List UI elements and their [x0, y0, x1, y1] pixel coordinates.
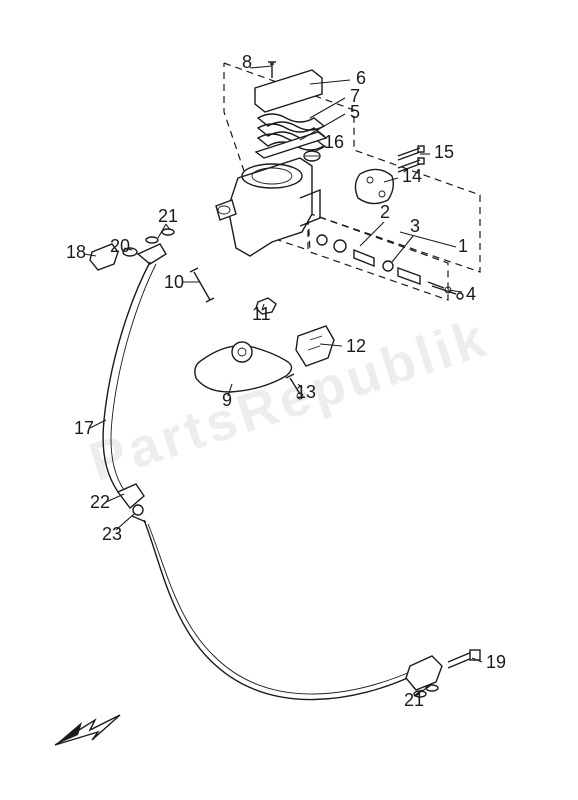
- callout-10: 10: [164, 272, 184, 292]
- callout-9: 9: [222, 390, 232, 410]
- callout-11: 11: [252, 304, 271, 324]
- clamp-bracket: [355, 169, 393, 203]
- brake-lever: [195, 342, 292, 392]
- pivot-bolt: [190, 268, 214, 302]
- callout-18: 18: [66, 242, 86, 262]
- brake-hose-upper: [103, 262, 156, 492]
- brake-hose-lower: [144, 520, 412, 700]
- callout-8: 8: [242, 52, 252, 72]
- callout-14: 14: [402, 166, 422, 186]
- callout-20: 20: [110, 236, 130, 256]
- callout-21: 21: [158, 206, 178, 226]
- reservoir-cap: [255, 70, 322, 112]
- callout-leaders: [84, 66, 482, 696]
- callout-17: 17: [74, 418, 94, 438]
- callout-13: 13: [296, 382, 316, 402]
- callout-16: 16: [324, 132, 344, 152]
- piston-kit: [317, 235, 451, 293]
- brake-switch: [296, 326, 334, 366]
- callout-19: 19: [486, 652, 506, 672]
- callout-2: 2: [380, 202, 390, 222]
- callout-3: 3: [410, 216, 420, 236]
- callout-6: 6: [356, 68, 366, 88]
- callout-23: 23: [102, 524, 122, 544]
- plug: [304, 151, 320, 161]
- diagram-canvas: 1 2 3 4 5 6 7 8 9 10 11 12 13 14 15 16 1…: [0, 0, 578, 800]
- callout-12: 12: [346, 336, 366, 356]
- callout-7: 7: [350, 86, 360, 106]
- callout-1: 1: [458, 236, 468, 256]
- master-cylinder-body: [216, 158, 320, 256]
- orientation-arrow: [55, 715, 120, 745]
- cap-screw: [268, 62, 276, 78]
- callout-15: 15: [434, 142, 454, 162]
- callout-21b: 21: [404, 690, 424, 710]
- callout-22: 22: [90, 492, 110, 512]
- callout-4: 4: [466, 284, 476, 304]
